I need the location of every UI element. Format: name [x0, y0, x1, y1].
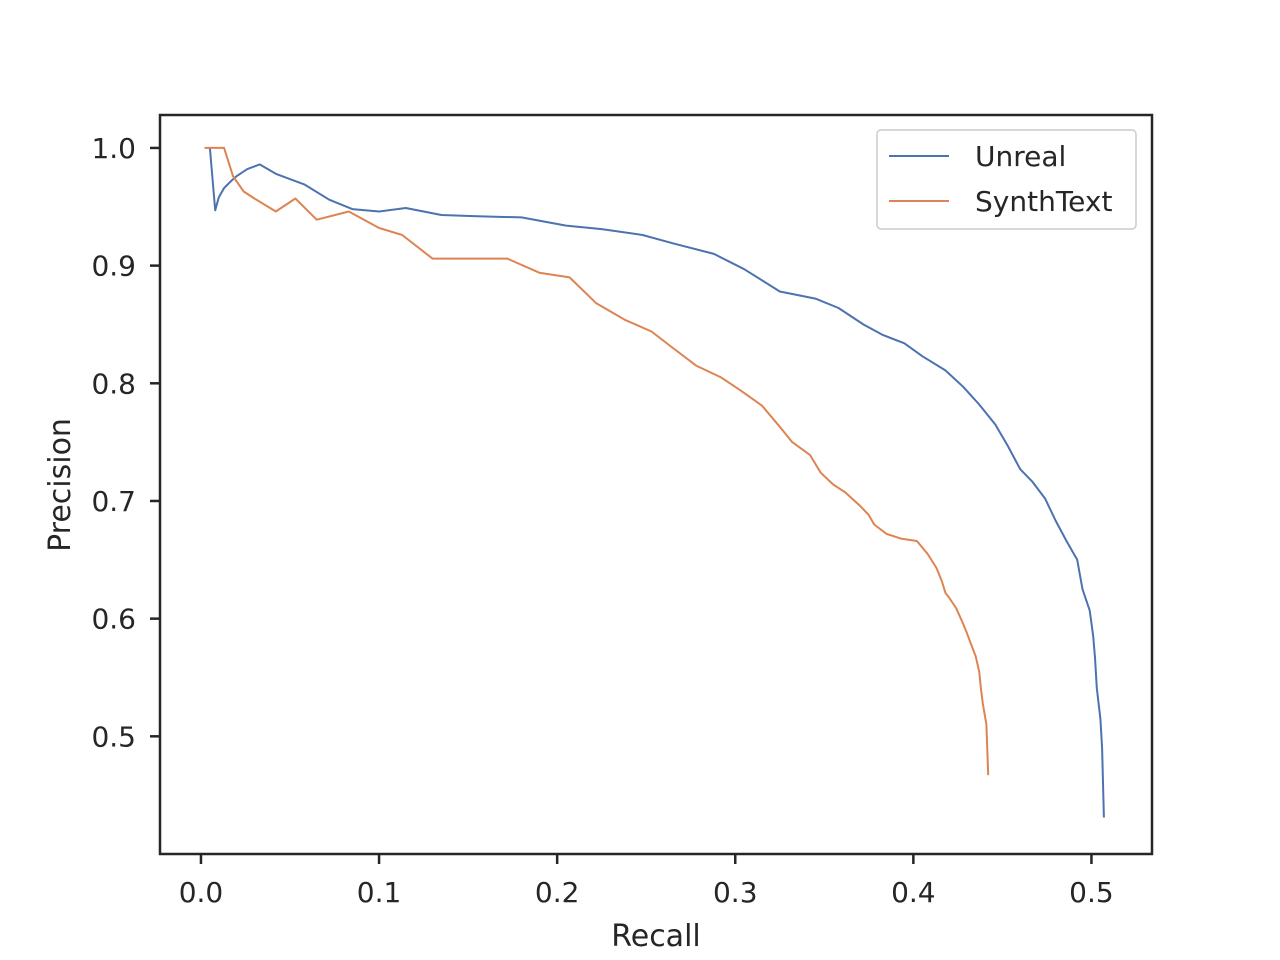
- series-line-synthtext: [204, 146, 990, 776]
- y-axis-label: Precision: [43, 418, 78, 552]
- y-tick-label: 0.7: [91, 485, 136, 518]
- legend-frame: [876, 129, 1137, 230]
- x-tick-label: 0.1: [357, 876, 402, 909]
- x-tick-label: 0.3: [713, 876, 758, 909]
- x-tick-label: 0.2: [535, 876, 580, 909]
- x-axis-label: Recall: [611, 919, 701, 954]
- plot-frame: [158, 113, 1154, 856]
- series-layer: [204, 146, 1105, 818]
- series-line-unreal: [208, 147, 1105, 818]
- legend-label-unreal: Unreal: [975, 140, 1066, 173]
- x-tick-label: 0.0: [179, 876, 224, 909]
- y-tick-label: 0.5: [91, 720, 136, 753]
- legend-label-synthtext: SynthText: [975, 185, 1112, 218]
- y-tick-label: 1.0: [91, 132, 136, 165]
- y-tick-label: 0.6: [91, 603, 136, 636]
- x-tick-label: 0.4: [891, 876, 936, 909]
- legend: Unreal SynthText: [876, 129, 1137, 230]
- y-tick-label: 0.9: [91, 250, 136, 283]
- x-axis-ticks: 0.0 0.1 0.2 0.3 0.4 0.5: [179, 854, 1114, 909]
- x-tick-label: 0.5: [1069, 876, 1114, 909]
- y-axis-ticks: 0.5 0.6 0.7 0.8 0.9 1.0: [91, 132, 160, 753]
- y-tick-label: 0.8: [91, 367, 136, 400]
